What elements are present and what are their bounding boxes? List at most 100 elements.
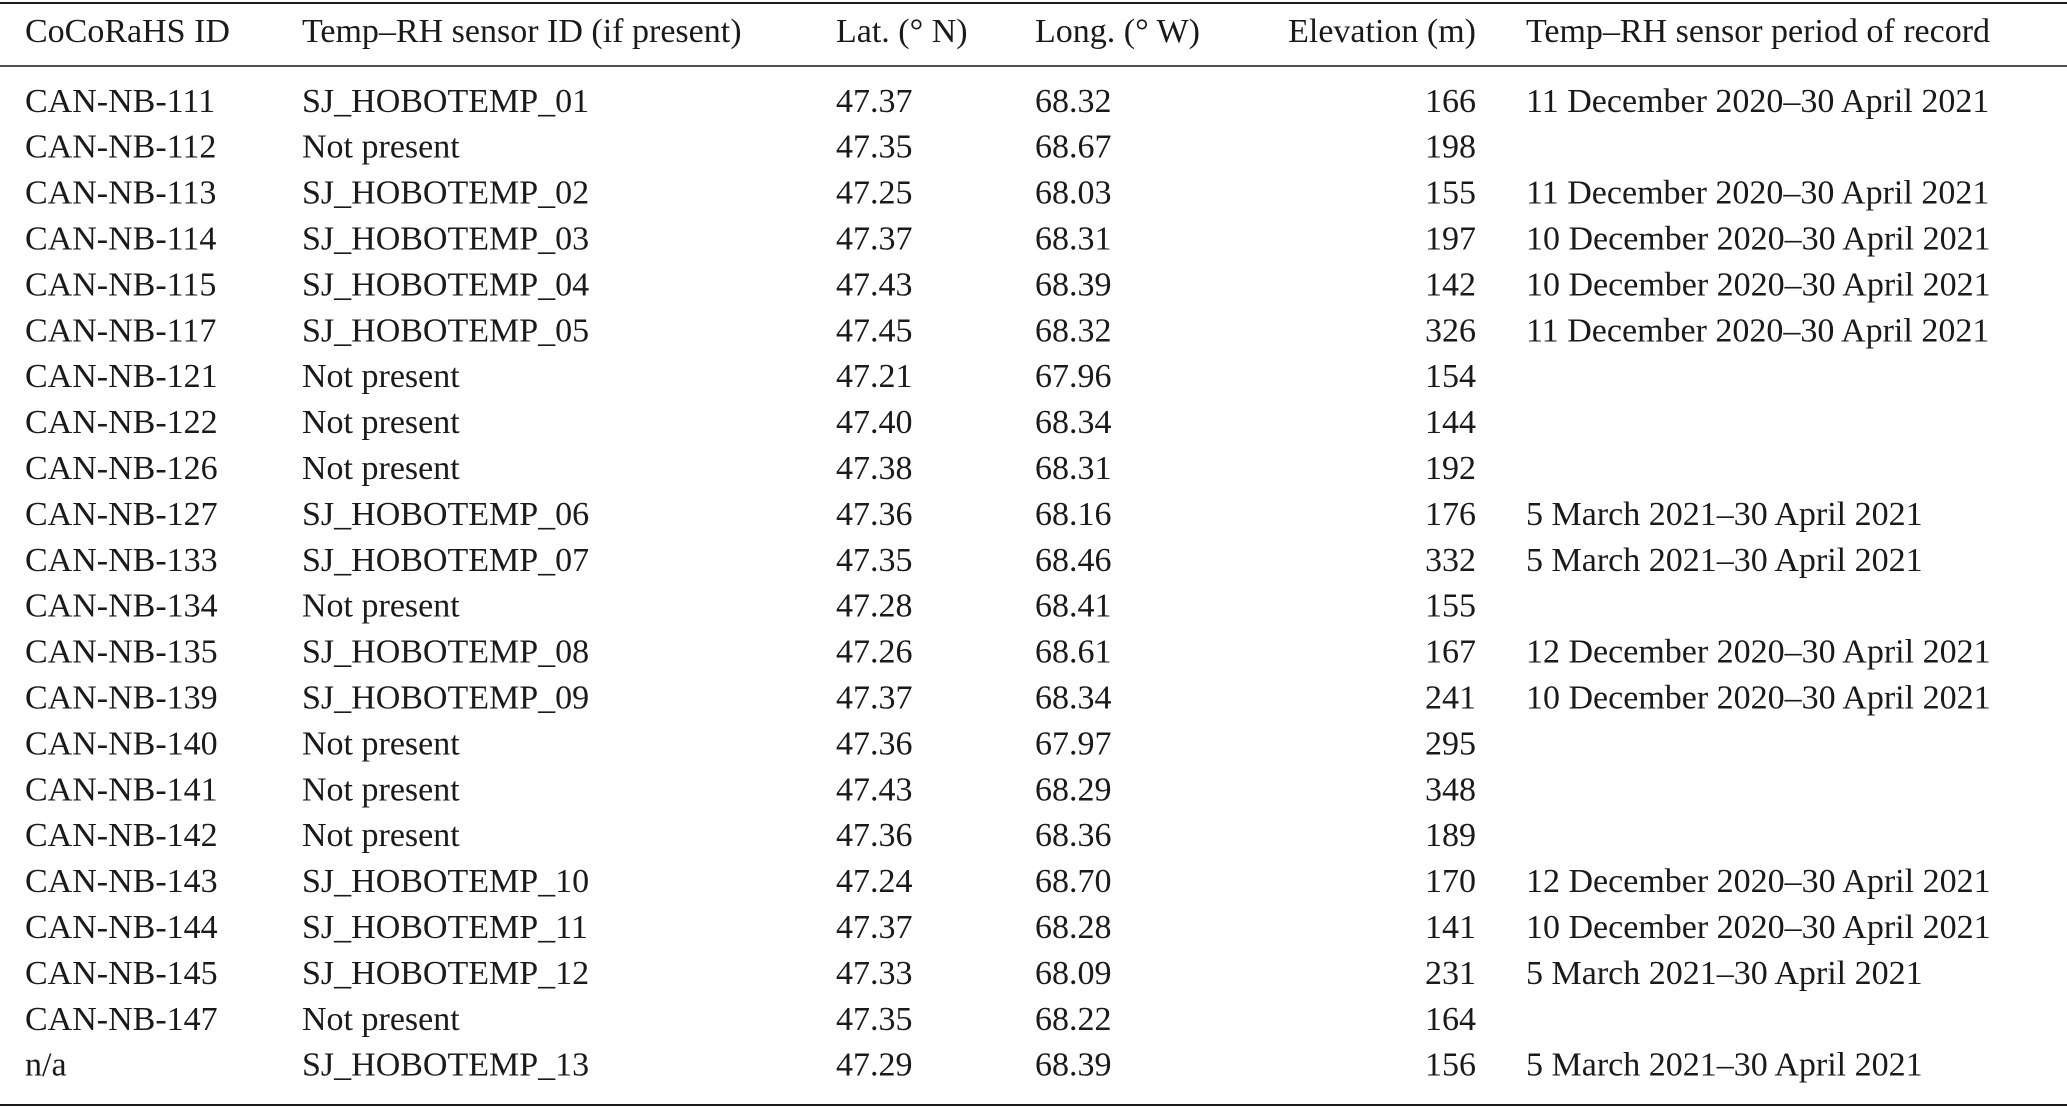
cell: 47.36 bbox=[836, 725, 913, 762]
cell: CAN-NB-142 bbox=[25, 817, 218, 854]
cell: 142 bbox=[1425, 266, 1476, 303]
cell: 47.28 bbox=[836, 588, 913, 625]
cell: 189 bbox=[1425, 817, 1476, 854]
cell: 47.37 bbox=[836, 909, 913, 946]
cell: 47.26 bbox=[836, 634, 913, 671]
cell: SJ_HOBOTEMP_07 bbox=[302, 542, 589, 579]
cell: Not present bbox=[302, 129, 460, 166]
cell: CAN-NB-113 bbox=[25, 175, 216, 212]
cell: Not present bbox=[302, 404, 460, 441]
cell: CAN-NB-115 bbox=[25, 266, 216, 303]
cell: 241 bbox=[1425, 679, 1476, 716]
cell: 164 bbox=[1425, 1001, 1476, 1038]
cell: SJ_HOBOTEMP_01 bbox=[302, 83, 589, 120]
cell: Not present bbox=[302, 450, 460, 487]
cell: 47.37 bbox=[836, 83, 913, 120]
cell: 47.35 bbox=[836, 542, 913, 579]
cell: Not present bbox=[302, 771, 460, 808]
cell: 5 March 2021–30 April 2021 bbox=[1526, 955, 1923, 992]
cell: 197 bbox=[1425, 220, 1476, 257]
cell: SJ_HOBOTEMP_08 bbox=[302, 634, 589, 671]
header-cell: Long. (° W) bbox=[1035, 13, 1200, 50]
cell: 10 December 2020–30 April 2021 bbox=[1526, 266, 1991, 303]
cell: 47.38 bbox=[836, 450, 913, 487]
cell: CAN-NB-143 bbox=[25, 863, 218, 900]
cell: 156 bbox=[1425, 1047, 1476, 1084]
cell: CAN-NB-144 bbox=[25, 909, 218, 946]
cell: 47.40 bbox=[836, 404, 913, 441]
cell: 167 bbox=[1425, 634, 1476, 671]
cell: 47.35 bbox=[836, 129, 913, 166]
cell: 47.25 bbox=[836, 175, 913, 212]
cell: Not present bbox=[302, 358, 460, 395]
cell: 68.22 bbox=[1035, 1001, 1112, 1038]
cell: 67.97 bbox=[1035, 725, 1112, 762]
cell: 47.21 bbox=[836, 358, 913, 395]
cell: 12 December 2020–30 April 2021 bbox=[1526, 634, 1991, 671]
cell: 68.31 bbox=[1035, 450, 1112, 487]
cell: 144 bbox=[1425, 404, 1476, 441]
cell: SJ_HOBOTEMP_09 bbox=[302, 679, 589, 716]
cell: 12 December 2020–30 April 2021 bbox=[1526, 863, 1991, 900]
cell: 68.16 bbox=[1035, 496, 1112, 533]
cell: 68.39 bbox=[1035, 266, 1112, 303]
cell: SJ_HOBOTEMP_04 bbox=[302, 266, 589, 303]
cell: 68.32 bbox=[1035, 312, 1112, 349]
cell: 5 March 2021–30 April 2021 bbox=[1526, 496, 1923, 533]
cell: 68.61 bbox=[1035, 634, 1112, 671]
cell: 68.32 bbox=[1035, 83, 1112, 120]
header-cell: CoCoRaHS ID bbox=[25, 13, 230, 50]
cell: 154 bbox=[1425, 358, 1476, 395]
cell: 166 bbox=[1425, 83, 1476, 120]
cell: 68.41 bbox=[1035, 588, 1112, 625]
cell: 68.03 bbox=[1035, 175, 1112, 212]
cell: 47.35 bbox=[836, 1001, 913, 1038]
cell: CAN-NB-127 bbox=[25, 496, 218, 533]
cell: SJ_HOBOTEMP_12 bbox=[302, 955, 589, 992]
cell: 47.37 bbox=[836, 220, 913, 257]
cell: CAN-NB-134 bbox=[25, 588, 218, 625]
cell: 47.33 bbox=[836, 955, 913, 992]
cell: 68.34 bbox=[1035, 679, 1112, 716]
cell: 5 March 2021–30 April 2021 bbox=[1526, 1047, 1923, 1084]
header-cell: Lat. (° N) bbox=[836, 13, 968, 50]
cell: 47.45 bbox=[836, 312, 913, 349]
cell: CAN-NB-139 bbox=[25, 679, 218, 716]
cell: 10 December 2020–30 April 2021 bbox=[1526, 909, 1991, 946]
cell: 47.43 bbox=[836, 266, 913, 303]
cell: 11 December 2020–30 April 2021 bbox=[1526, 175, 1989, 212]
cell: Not present bbox=[302, 588, 460, 625]
cell: CAN-NB-133 bbox=[25, 542, 218, 579]
cell: 11 December 2020–30 April 2021 bbox=[1526, 83, 1989, 120]
cell: 68.67 bbox=[1035, 129, 1112, 166]
cell: 231 bbox=[1425, 955, 1476, 992]
cell: CAN-NB-135 bbox=[25, 634, 218, 671]
header-cell: Temp–RH sensor period of record bbox=[1526, 13, 1990, 50]
cell: CAN-NB-126 bbox=[25, 450, 218, 487]
cell: CAN-NB-141 bbox=[25, 771, 218, 808]
cell: 67.96 bbox=[1035, 358, 1112, 395]
cell: Not present bbox=[302, 1001, 460, 1038]
cell: SJ_HOBOTEMP_05 bbox=[302, 312, 589, 349]
cell: 47.36 bbox=[836, 817, 913, 854]
cell: 47.36 bbox=[836, 496, 913, 533]
cell: 68.36 bbox=[1035, 817, 1112, 854]
cell: 198 bbox=[1425, 129, 1476, 166]
cell: SJ_HOBOTEMP_06 bbox=[302, 496, 589, 533]
cell: 10 December 2020–30 April 2021 bbox=[1526, 679, 1991, 716]
cell: 326 bbox=[1425, 312, 1476, 349]
cell: 47.29 bbox=[836, 1047, 913, 1084]
header-cell: Temp–RH sensor ID (if present) bbox=[302, 13, 742, 50]
cell: 68.39 bbox=[1035, 1047, 1112, 1084]
cell: 11 December 2020–30 April 2021 bbox=[1526, 312, 1989, 349]
cell: CAN-NB-122 bbox=[25, 404, 218, 441]
cell: CAN-NB-147 bbox=[25, 1001, 218, 1038]
cell: CAN-NB-121 bbox=[25, 358, 218, 395]
cell: Not present bbox=[302, 725, 460, 762]
cell: CAN-NB-111 bbox=[25, 83, 215, 120]
cell: CAN-NB-140 bbox=[25, 725, 218, 762]
cell: 68.28 bbox=[1035, 909, 1112, 946]
cell: 176 bbox=[1425, 496, 1476, 533]
